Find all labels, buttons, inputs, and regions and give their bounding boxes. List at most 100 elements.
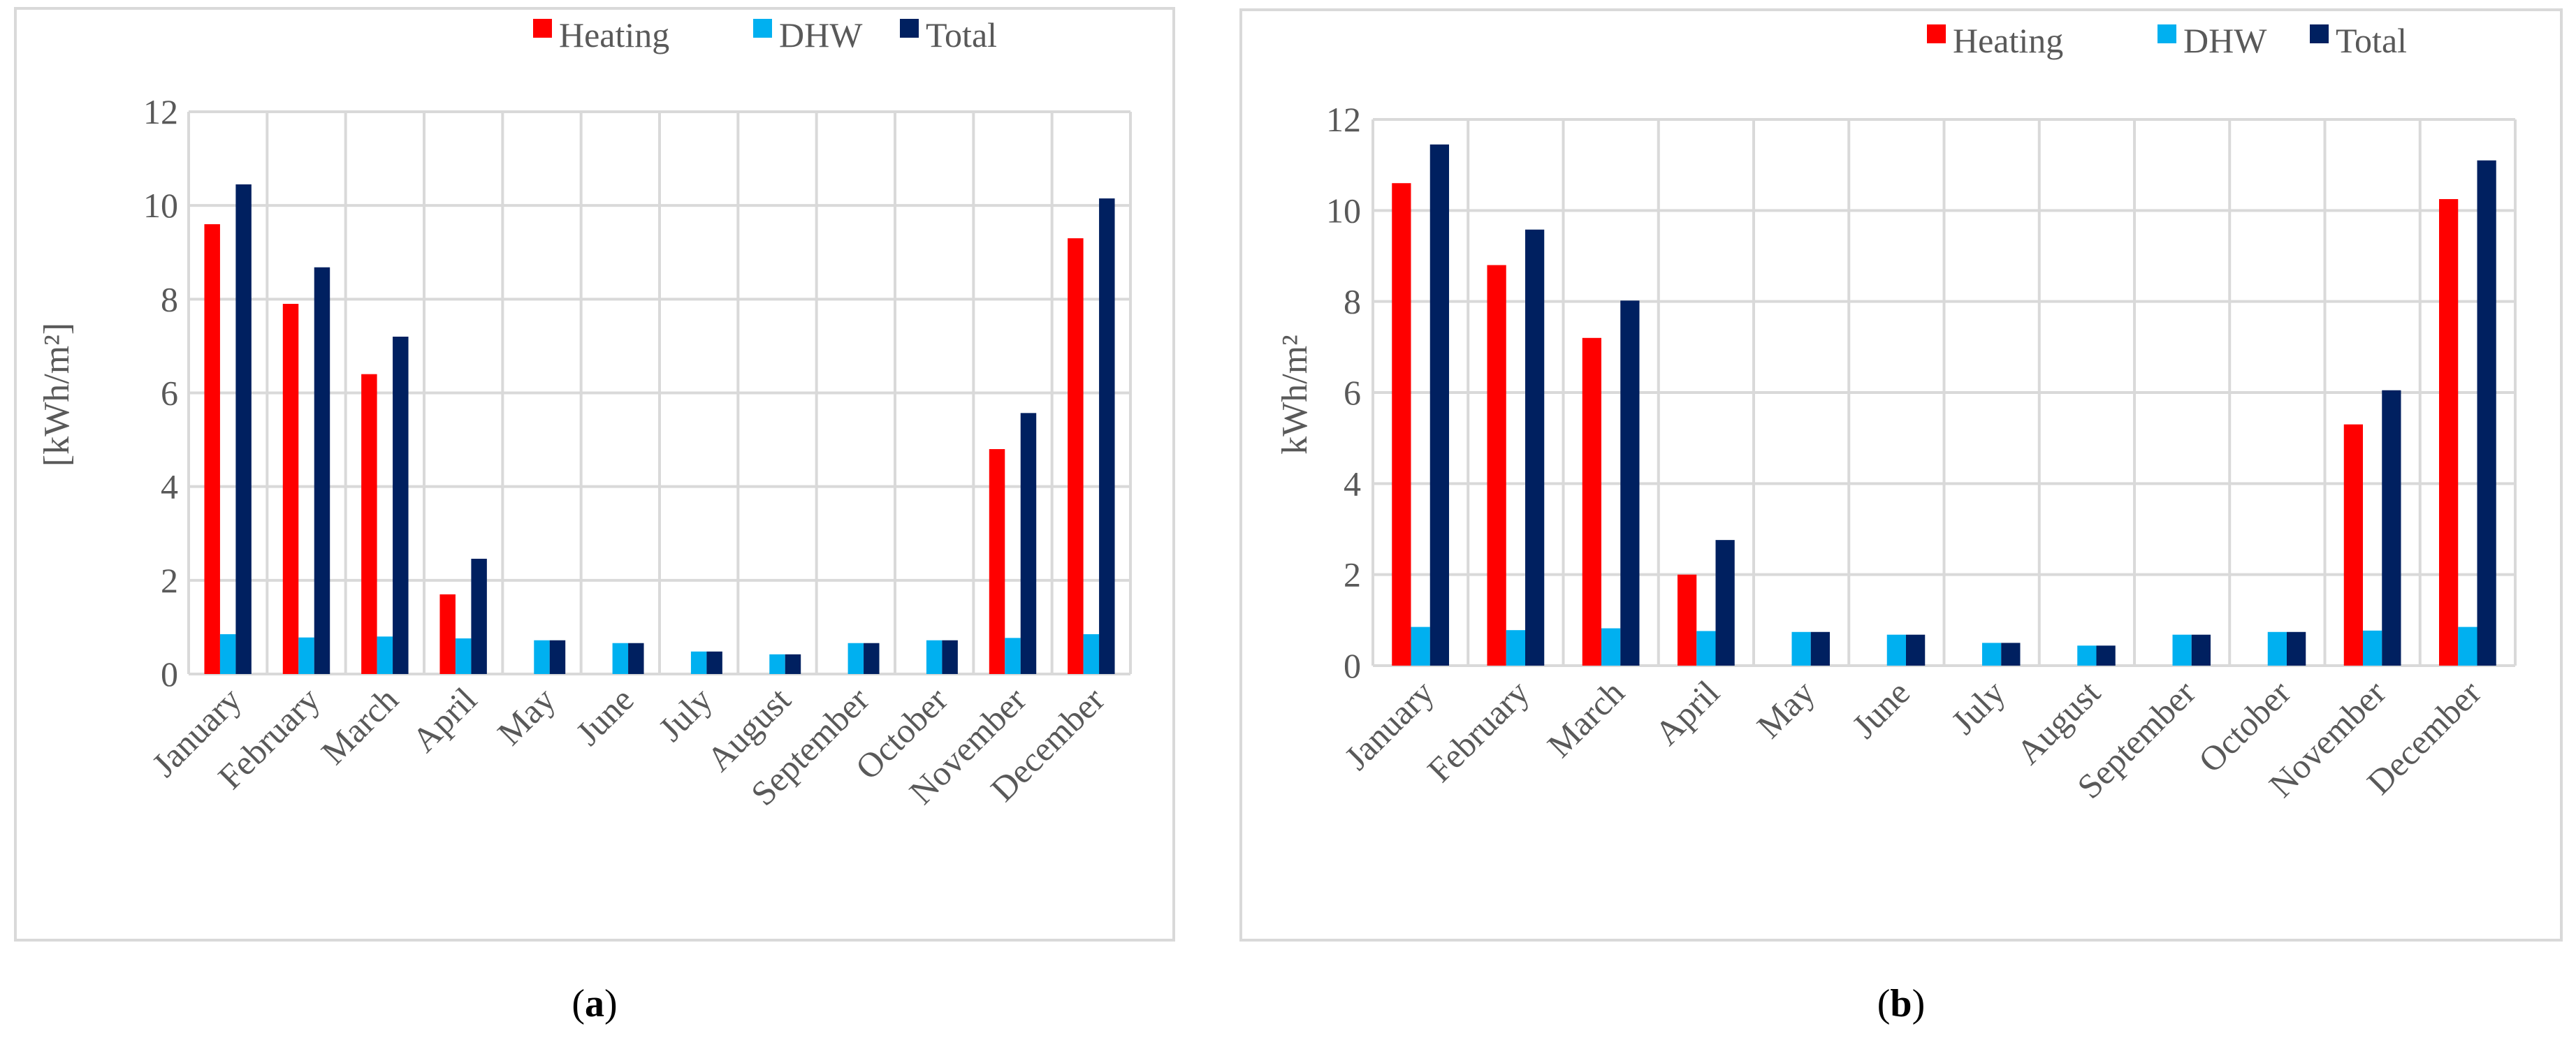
bar-heating-december [2439,199,2459,666]
y-tick-label: 10 [1326,191,1361,230]
y-axis-label: kWh/m² [1275,335,1315,455]
legend-label-total: Total [2336,21,2407,60]
bar-dhw-september [2172,634,2192,666]
bar-heating-february [282,304,299,675]
bar-total-november [2382,390,2401,666]
bar-dhw-july [690,651,707,674]
bar-total-march [1620,300,1640,666]
bar-total-october [2287,631,2306,666]
y-tick-label: 2 [161,561,178,600]
bar-dhw-january [219,634,236,674]
bar-dhw-march [1601,628,1621,666]
y-tick-label: 12 [143,92,178,131]
bar-heating-march [1582,337,1601,666]
caption-open-paren: ( [572,982,585,1025]
y-tick-label: 6 [1344,373,1361,412]
bar-heating-december [1068,238,1084,674]
bar-dhw-november [1005,638,1021,674]
bar-total-may [549,640,566,674]
y-tick-label: 8 [161,279,178,319]
y-axis-label: [kWh/m²] [37,323,77,467]
bar-heating-january [204,224,220,674]
legend-swatch-dhw [2157,24,2176,43]
bar-dhw-june [1886,634,1906,666]
bar-heating-march [361,374,377,674]
bar-heating-april [439,594,456,674]
caption-letter: b [1890,982,1912,1025]
bar-dhw-december [1083,634,1100,674]
y-tick-label: 4 [161,467,178,506]
bar-total-november [1020,413,1037,674]
bar-heating-january [1392,183,1411,666]
caption-open-paren: ( [1877,982,1891,1025]
bar-dhw-february [1506,630,1525,666]
caption-close-paren: ) [1912,982,1926,1025]
y-tick-label: 12 [1326,100,1361,139]
bar-dhw-may [534,640,550,674]
bar-dhw-october [926,640,943,674]
bar-total-april [471,558,487,674]
bar-dhw-august [2077,645,2097,666]
legend-swatch-heating [1927,24,1946,43]
bar-heating-november [989,449,1005,674]
bar-dhw-february [298,637,314,674]
bar-total-march [393,337,409,674]
bar-total-september [2191,634,2211,666]
legend-swatch-total [2310,24,2329,43]
y-tick-label: 0 [1344,646,1361,685]
legend-label-heating: Heating [1953,21,2063,60]
y-tick-label: 4 [1344,464,1361,503]
bar-heating-november [2343,424,2363,666]
y-tick-label: 2 [1344,555,1361,594]
y-tick-label: 0 [161,654,178,694]
bar-total-april [1715,540,1735,666]
legend-swatch-dhw [753,19,772,38]
panel-caption: (a) [572,982,617,1025]
bar-total-july [2001,643,2021,666]
bar-total-september [864,643,880,674]
y-tick-label: 10 [143,186,178,225]
bar-total-january [1429,144,1449,666]
bar-dhw-march [377,636,393,674]
bar-dhw-july [1982,643,2002,666]
legend-swatch-heating [533,19,552,38]
y-tick-label: 6 [161,374,178,413]
bar-dhw-october [2267,631,2287,666]
bar-total-october [942,640,958,674]
legend-swatch-total [900,19,919,38]
legend-label-total: Total [926,15,997,54]
bar-total-july [706,651,722,674]
bar-dhw-november [2363,630,2382,666]
legend-label-dhw: DHW [2183,21,2267,60]
bar-dhw-april [1696,631,1716,666]
bar-total-february [314,267,330,674]
bar-total-february [1525,229,1545,666]
bar-total-december [1099,198,1115,675]
bar-heating-april [1678,574,1697,666]
panel-b-frame [1239,8,2563,942]
bar-dhw-august [769,654,785,674]
bar-total-december [2477,160,2496,666]
bar-dhw-april [455,638,472,674]
bar-dhw-september [847,643,864,674]
bar-dhw-december [2458,627,2477,666]
caption-close-paren: ) [604,982,618,1025]
caption-letter: a [585,982,604,1025]
bar-total-may [1810,631,1830,666]
legend-label-heating: Heating [559,15,669,54]
bar-dhw-january [1411,627,1430,666]
legend-label-dhw: DHW [779,15,863,54]
bar-total-june [1906,634,1926,666]
bar-total-august [785,654,801,674]
bar-total-june [628,643,644,674]
bar-total-january [235,184,252,675]
y-tick-label: 8 [1344,282,1361,321]
bar-heating-february [1487,265,1506,666]
bar-total-august [2096,645,2116,666]
bar-dhw-may [1791,631,1811,666]
bar-dhw-june [612,643,629,674]
panel-caption: (b) [1877,982,1925,1025]
